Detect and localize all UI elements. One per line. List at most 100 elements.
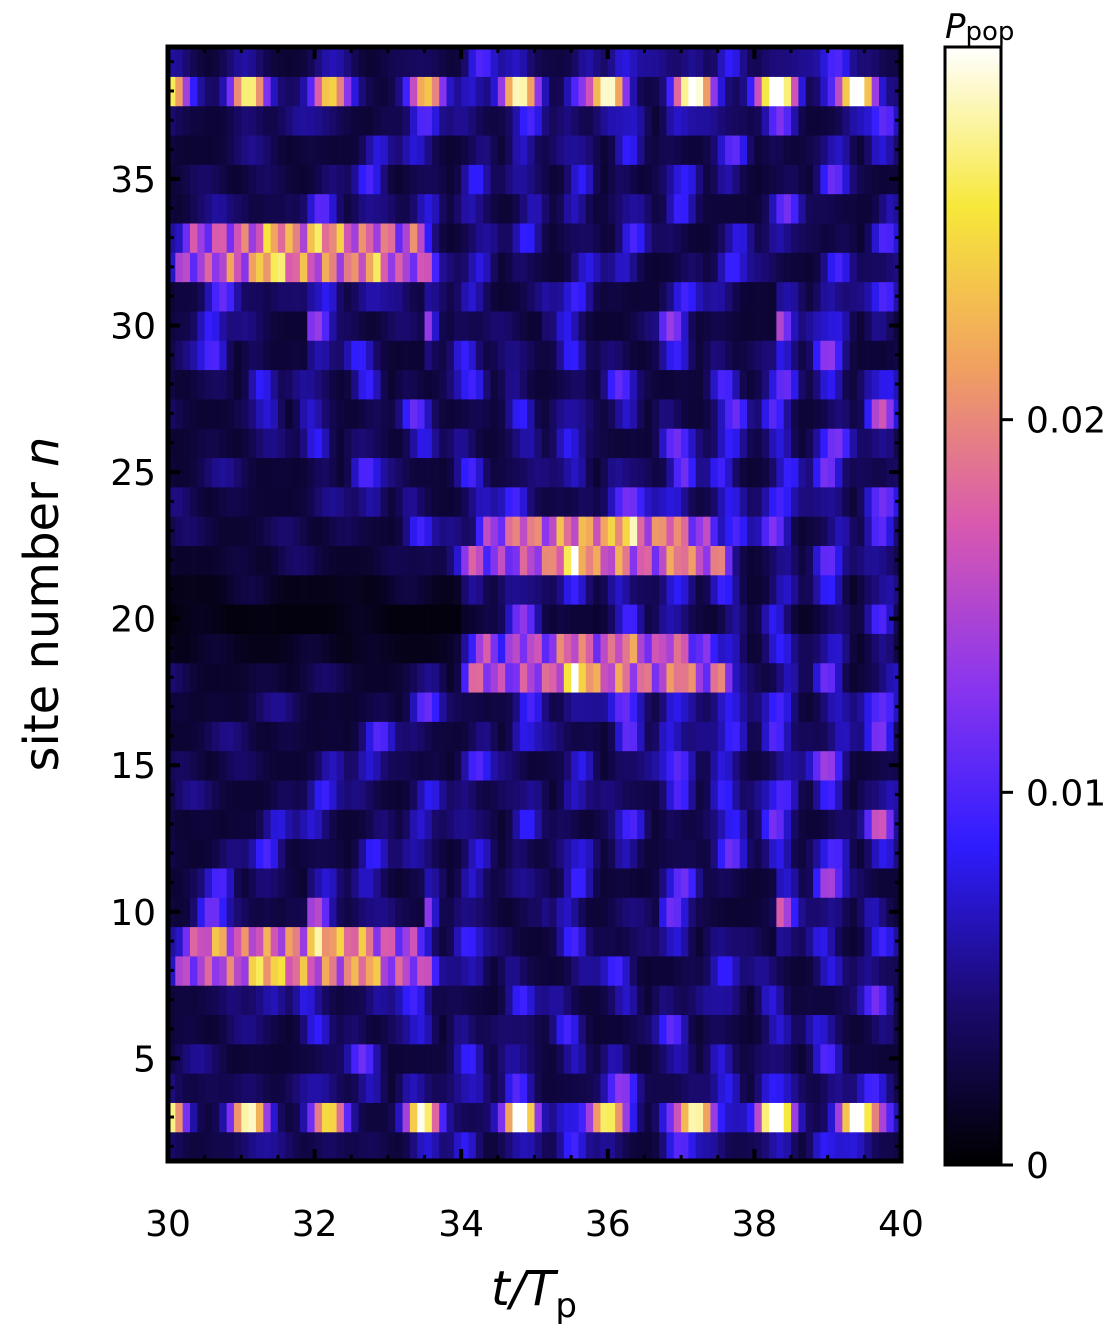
heatmap-cell <box>688 1014 697 1045</box>
heatmap-cell <box>754 340 763 371</box>
heatmap-cell <box>739 47 748 77</box>
heatmap-cell <box>197 750 206 781</box>
heatmap-cell <box>578 47 587 77</box>
heatmap-cell <box>497 721 506 752</box>
heatmap-cell <box>461 340 470 371</box>
heatmap-cell <box>754 574 763 605</box>
heatmap-cell <box>380 985 389 1016</box>
heatmap-cell <box>644 47 653 77</box>
heatmap-cell <box>380 193 389 224</box>
heatmap-cell <box>461 985 470 1016</box>
heatmap-cell <box>637 398 646 429</box>
heatmap-cell <box>189 340 198 371</box>
heatmap-cell <box>358 281 367 312</box>
heatmap-cell <box>211 779 220 810</box>
heatmap-cell <box>497 809 506 840</box>
heatmap-cell <box>857 897 865 928</box>
heatmap-cell <box>798 457 807 488</box>
heatmap-cell <box>857 574 865 605</box>
heatmap-cell <box>585 369 594 400</box>
heatmap-cell <box>622 222 631 253</box>
heatmap-cell <box>541 164 550 195</box>
heatmap-cell <box>673 867 682 898</box>
heatmap-cell <box>241 633 250 664</box>
heatmap-cell <box>314 281 323 312</box>
heatmap-cell <box>769 985 777 1016</box>
heatmap-cell <box>761 1102 770 1133</box>
heatmap-cell <box>409 516 418 546</box>
heatmap-cell <box>475 1014 484 1045</box>
heatmap-cell <box>607 633 616 664</box>
heatmap-cell <box>703 193 712 224</box>
heatmap-cell <box>358 76 367 107</box>
heatmap-cell <box>446 340 455 371</box>
heatmap-cell <box>820 574 829 605</box>
heatmap-cell <box>387 1073 396 1103</box>
heatmap-cell <box>688 955 697 986</box>
heatmap-cell <box>578 193 587 224</box>
heatmap-cell <box>358 1014 367 1045</box>
heatmap-cell <box>673 193 682 224</box>
heatmap-cell <box>593 340 602 371</box>
heatmap-cell <box>519 691 528 722</box>
heatmap-cell <box>710 985 719 1016</box>
heatmap-cell <box>219 457 228 488</box>
heatmap-cell <box>314 310 323 341</box>
heatmap-cell <box>571 134 580 165</box>
heatmap-cell <box>431 691 440 722</box>
heatmap-cell <box>453 76 462 107</box>
heatmap-cell <box>409 809 418 840</box>
heatmap-cell <box>299 516 308 546</box>
heatmap-cell <box>233 574 242 605</box>
heatmap-cell <box>681 1131 690 1161</box>
heatmap-cell <box>285 76 294 107</box>
heatmap-cell <box>329 47 338 77</box>
heatmap-cell <box>593 1102 602 1133</box>
heatmap-cell <box>211 662 220 693</box>
heatmap-cell <box>226 428 235 459</box>
heatmap-cell <box>783 838 792 869</box>
heatmap-cell <box>497 1043 506 1074</box>
heatmap-cell <box>255 310 264 341</box>
heatmap-cell <box>512 486 521 517</box>
heatmap-cell <box>717 809 726 840</box>
heatmap-cell <box>541 193 550 224</box>
heatmap-cell <box>857 340 865 371</box>
heatmap-cell <box>417 691 426 722</box>
heatmap-cell <box>556 457 565 488</box>
heatmap-cell <box>241 516 250 546</box>
heatmap-cell <box>864 486 873 517</box>
heatmap-cell <box>783 1014 792 1045</box>
heatmap-cell <box>593 457 602 488</box>
heatmap-cell <box>886 369 895 400</box>
heatmap-cell <box>431 897 440 928</box>
heatmap-cell <box>710 1131 719 1161</box>
heatmap-cell <box>527 369 536 400</box>
heatmap-cell <box>219 281 228 312</box>
heatmap-cell <box>666 398 675 429</box>
heatmap-cell <box>879 545 887 576</box>
heatmap-cell <box>695 164 704 195</box>
heatmap-cell <box>549 633 558 664</box>
heatmap-cell <box>402 310 411 341</box>
heatmap-cell <box>483 134 492 165</box>
heatmap-cell <box>739 779 748 810</box>
heatmap-cell <box>695 105 704 136</box>
heatmap-cell <box>505 310 514 341</box>
heatmap-cell <box>849 926 858 957</box>
heatmap-cell <box>211 516 220 546</box>
heatmap-cell <box>255 662 264 693</box>
heatmap-cell <box>593 750 602 781</box>
heatmap-cell <box>395 369 404 400</box>
heatmap-cell <box>395 1131 404 1161</box>
heatmap-cell <box>512 574 521 605</box>
heatmap-cell <box>226 545 235 576</box>
heatmap-cell <box>622 633 631 664</box>
heatmap-cell <box>607 897 616 928</box>
heatmap-cell <box>798 134 807 165</box>
heatmap-cell <box>615 398 624 429</box>
heatmap-cell <box>791 955 799 986</box>
heatmap-cell <box>703 1043 712 1074</box>
heatmap-cell <box>541 897 550 928</box>
heatmap-cell <box>637 926 646 957</box>
